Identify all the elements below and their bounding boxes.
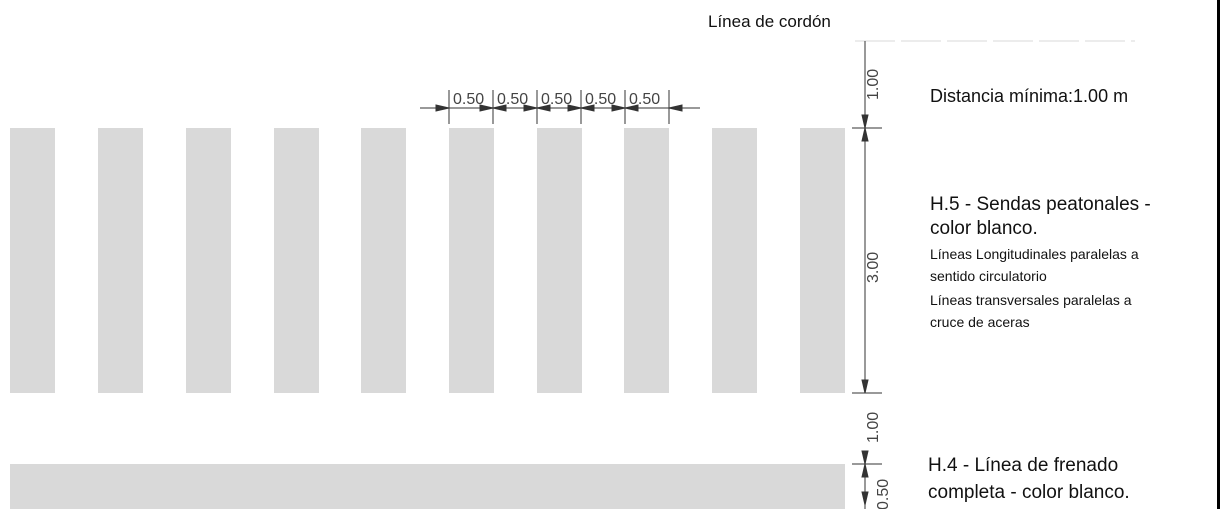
crosswalk-stripe [449,128,494,393]
crosswalk-stripe [274,128,319,393]
dimension-label-spacing: 0.50 [629,91,660,108]
crosswalk-stripe [186,128,231,393]
dimension-label-top-gap: 1.00 [865,69,882,100]
crosswalk-stripe [624,128,669,393]
dimension-label-spacing: 0.50 [453,91,484,108]
h5-note-line: Líneas Longitudinales paralelas a [930,246,1139,262]
dimension-label-stop-line-width: 0.50 [875,479,892,509]
kerb-line-label: Línea de cordón [708,12,831,31]
h4-title-line: H.4 - Línea de frenado [928,455,1119,476]
crosswalk-stripe [98,128,143,393]
h5-title-line: H.5 - Sendas peatonales - [930,194,1151,215]
h5-note-line: cruce de aceras [930,314,1030,330]
zebra-stripes [10,128,845,393]
crosswalk-stripe [10,128,55,393]
dimension-label-spacing: 0.50 [541,91,572,108]
crosswalk-stripe [537,128,582,393]
stop-line [10,464,845,514]
crosswalk-stripe [712,128,757,393]
dimension-label-spacing: 0.50 [585,91,616,108]
crosswalk-stripe [361,128,406,393]
h5-note-line: sentido circulatorio [930,268,1047,284]
dimension-label-stripe-length: 3.00 [865,252,882,283]
crosswalk-stripe [800,128,845,393]
min-distance-label: Distancia mínima:1.00 m [930,86,1129,106]
h4-title-line: completa - color blanco. [928,482,1130,503]
horizontal-dimension [420,90,700,124]
h5-note-line: Líneas transversales paralelas a [930,292,1132,308]
frame-border [1217,0,1220,509]
dimension-label-spacing: 0.50 [497,91,528,108]
dimension-label-bottom-gap: 1.00 [865,412,882,443]
vertical-dimension [852,41,882,509]
h5-title-line: color blanco. [930,218,1038,239]
h5-title: H.5 - Sendas peatonales - color blanco. [930,193,1151,241]
